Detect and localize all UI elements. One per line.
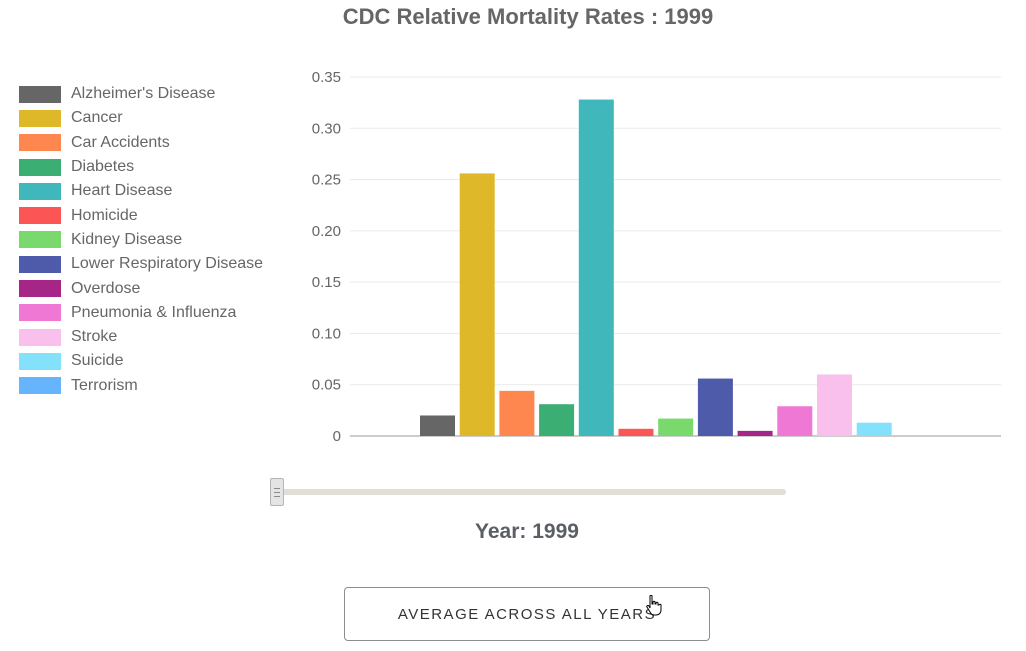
legend-label: Homicide xyxy=(71,206,138,224)
legend-label: Suicide xyxy=(71,352,124,370)
legend-swatch xyxy=(19,182,61,200)
legend-label: Terrorism xyxy=(71,376,138,394)
year-slider[interactable] xyxy=(270,478,786,508)
y-tick-label: 0.15 xyxy=(312,274,341,291)
legend-swatch xyxy=(19,158,61,176)
y-tick-label: 0.05 xyxy=(312,377,341,394)
legend-swatch xyxy=(19,352,61,370)
legend-item: Diabetes xyxy=(19,155,263,179)
legend-label: Lower Respiratory Disease xyxy=(71,255,264,273)
legend-item: Stroke xyxy=(19,325,263,349)
chart-title: CDC Relative Mortality Rates : 1999 xyxy=(342,4,714,29)
bar[interactable] xyxy=(539,404,575,436)
y-tick-label: 0.10 xyxy=(312,325,341,342)
legend-label: Heart Disease xyxy=(71,182,173,200)
legend-label: Kidney Disease xyxy=(71,230,183,248)
legend-label: Stroke xyxy=(71,328,118,346)
legend-label: Diabetes xyxy=(71,158,135,176)
legend-item: Overdose xyxy=(19,276,263,300)
legend-label: Pneumonia & Influenza xyxy=(71,303,237,321)
legend-label: Car Accidents xyxy=(71,133,170,151)
bar[interactable] xyxy=(697,378,733,436)
legend-swatch xyxy=(19,280,61,298)
legend-swatch xyxy=(19,304,61,322)
y-tick-label: 0 xyxy=(333,428,341,445)
slider-thumb[interactable] xyxy=(270,478,284,506)
legend-label: Alzheimer's Disease xyxy=(71,85,216,103)
bar[interactable] xyxy=(459,173,495,436)
bar[interactable] xyxy=(658,418,694,436)
legend-item: Terrorism xyxy=(19,374,263,398)
y-tick-label: 0.20 xyxy=(312,223,341,240)
legend-swatch xyxy=(19,85,61,103)
legend-swatch xyxy=(19,109,61,127)
bar[interactable] xyxy=(777,406,813,436)
legend-item: Car Accidents xyxy=(19,131,263,155)
legend-swatch xyxy=(19,231,61,249)
legend-swatch xyxy=(19,377,61,395)
bar[interactable] xyxy=(420,415,455,436)
bar[interactable] xyxy=(578,99,614,437)
legend: Alzheimer's Disease Cancer Car Accidents Di… xyxy=(19,82,263,398)
legend-label: Cancer xyxy=(71,109,123,127)
legend-item: Alzheimer's Disease xyxy=(19,82,263,106)
bar[interactable] xyxy=(856,422,892,436)
legend-swatch xyxy=(19,134,61,152)
legend-item: Kidney Disease xyxy=(19,228,263,252)
legend-item: Pneumonia & Influenza xyxy=(19,301,263,325)
legend-swatch xyxy=(19,207,61,225)
legend-swatch xyxy=(19,328,61,346)
bar[interactable] xyxy=(618,428,654,436)
y-tick-label: 0.30 xyxy=(312,120,341,137)
year-label: Year: 1999 xyxy=(475,520,579,543)
bar-chart: 0 0.05 0.10 0.15 0.20 0.25 0.30 0.35 xyxy=(312,69,1001,445)
legend-item: Cancer xyxy=(19,106,263,130)
legend-item: Heart Disease xyxy=(19,179,263,203)
y-tick-label: 0.25 xyxy=(312,172,341,189)
bar[interactable] xyxy=(737,430,773,436)
bar[interactable] xyxy=(817,374,852,436)
bar[interactable] xyxy=(499,390,535,436)
average-all-years-button[interactable]: AVERAGE ACROSS ALL YEARS xyxy=(344,587,710,641)
legend-item: Suicide xyxy=(19,349,263,373)
slider-track[interactable] xyxy=(276,489,786,495)
legend-label: Overdose xyxy=(71,279,141,297)
y-tick-label: 0.35 xyxy=(312,69,341,86)
legend-item: Lower Respiratory Disease xyxy=(19,252,263,276)
hand-cursor-icon xyxy=(646,595,662,616)
legend-item: Homicide xyxy=(19,203,263,227)
legend-swatch xyxy=(19,255,61,273)
